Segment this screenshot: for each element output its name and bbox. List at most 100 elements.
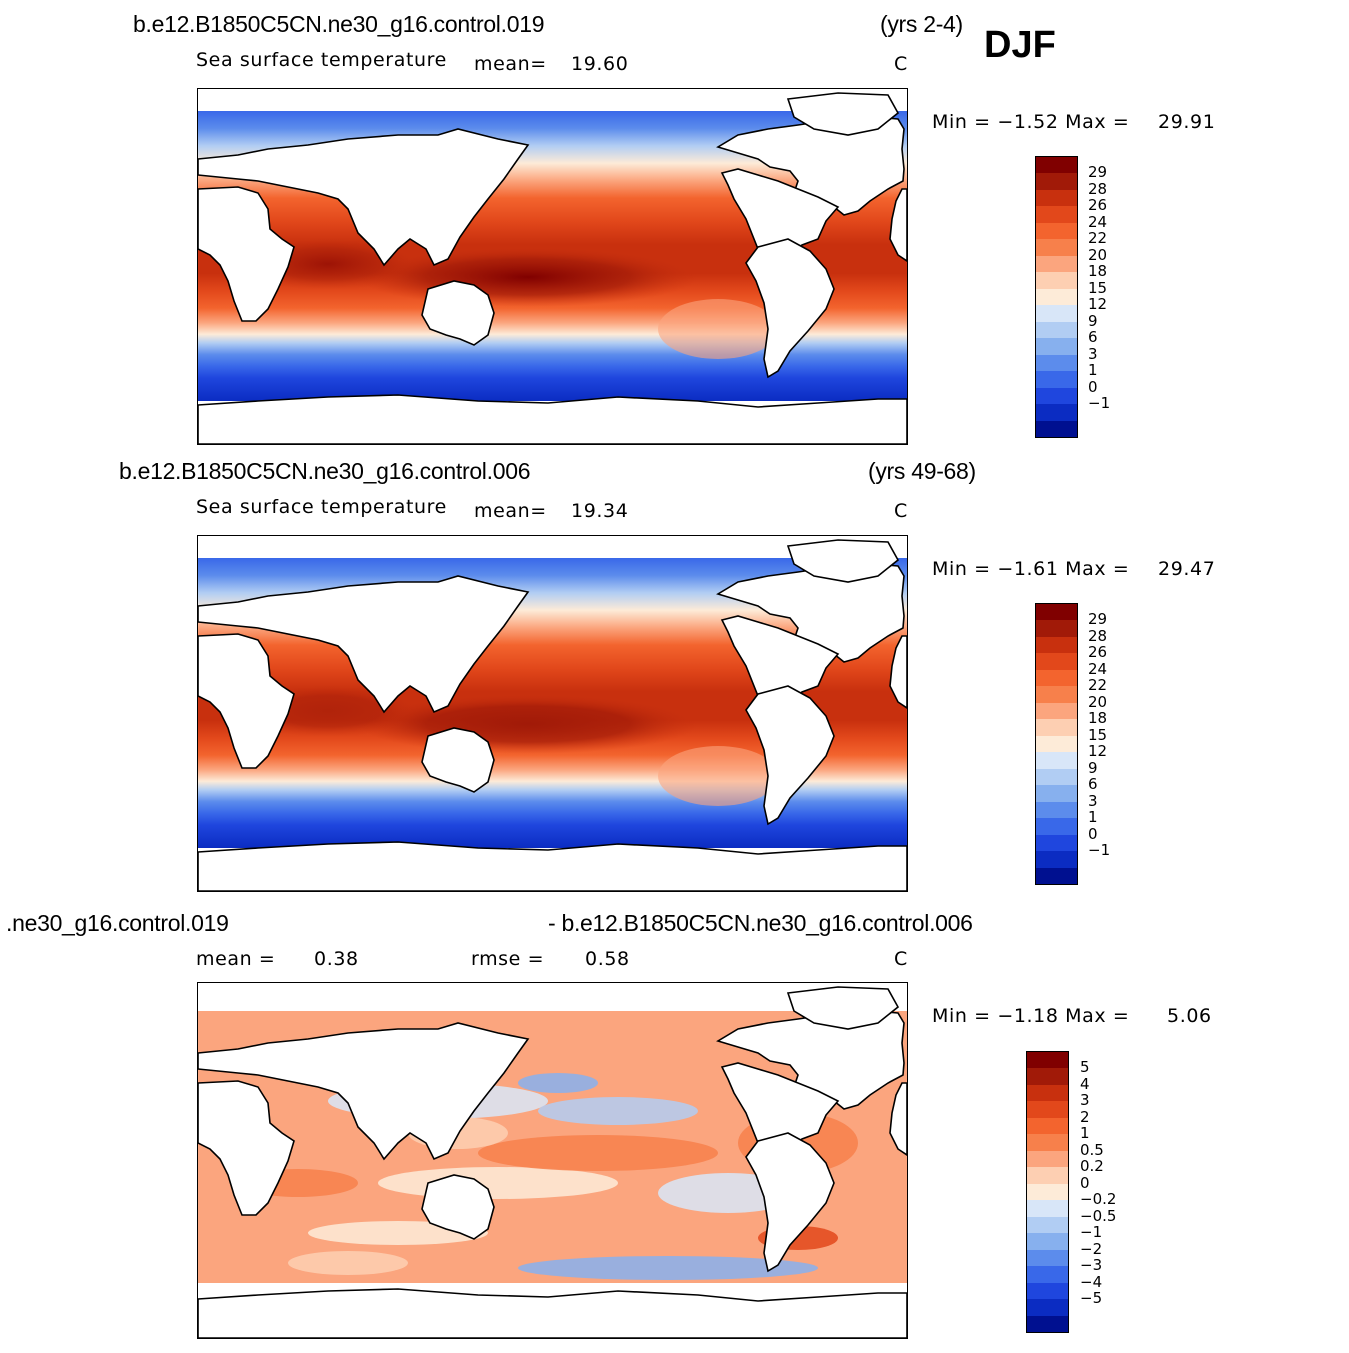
colorbar-swatch xyxy=(1027,1200,1068,1218)
colorbar-tick-label: 29 xyxy=(1088,610,1108,629)
colorbar-swatch xyxy=(1036,669,1077,687)
colorbar-tick-label: 29 xyxy=(1088,163,1108,182)
colorbar-swatch xyxy=(1036,255,1077,273)
colorbar-swatch xyxy=(1027,1084,1068,1102)
panel3-subtracted-case: - b.e12.B1850C5CN.ne30_g16.control.006 xyxy=(548,910,973,936)
colorbar-swatch xyxy=(1036,785,1077,803)
panel2-colorbar xyxy=(1035,603,1078,885)
colorbar-tick-label: 3 xyxy=(1088,344,1098,363)
panel3-mean-value: 0.38 xyxy=(314,948,359,970)
colorbar-tick-label: 0.5 xyxy=(1080,1140,1104,1159)
colorbar-tick-label: −1 xyxy=(1080,1223,1103,1242)
colorbar-swatch xyxy=(1036,834,1077,852)
colorbar-swatch xyxy=(1036,818,1077,836)
panel3-min-max-label: Min = −1.18 Max = xyxy=(932,1005,1130,1027)
panel2-mean-label: mean= xyxy=(474,500,547,522)
colorbar-tick-label: 6 xyxy=(1088,328,1098,347)
colorbar-swatch xyxy=(1036,752,1077,770)
colorbar-tick-label: 0 xyxy=(1088,377,1098,396)
colorbar-tick-label: 24 xyxy=(1088,659,1108,678)
colorbar-tick-label: 22 xyxy=(1088,229,1108,248)
colorbar-swatch xyxy=(1036,867,1077,885)
panel2-case-name: b.e12.B1850C5CN.ne30_g16.control.006 xyxy=(119,458,531,484)
panel3-max-value: 5.06 xyxy=(1167,1005,1212,1027)
colorbar-swatch xyxy=(1036,768,1077,786)
colorbar-swatch xyxy=(1036,719,1077,737)
colorbar-swatch xyxy=(1036,387,1077,405)
colorbar-tick-label: 5 xyxy=(1080,1058,1090,1077)
panel1-variable: Sea surface temperature xyxy=(196,49,447,71)
colorbar-tick-label: 20 xyxy=(1088,245,1108,264)
panel3-units: C xyxy=(894,948,908,970)
colorbar-swatch xyxy=(1036,735,1077,753)
colorbar-tick-label: 0.2 xyxy=(1080,1157,1104,1176)
panel2-units: C xyxy=(894,500,908,522)
colorbar-swatch xyxy=(1027,1101,1068,1119)
colorbar-swatch xyxy=(1027,1117,1068,1135)
panel1-mean-value: 19.60 xyxy=(571,53,629,75)
colorbar-swatch xyxy=(1027,1282,1068,1300)
colorbar-tick-label: 15 xyxy=(1088,725,1108,744)
colorbar-swatch xyxy=(1036,620,1077,638)
colorbar-swatch xyxy=(1027,1249,1068,1267)
colorbar-swatch xyxy=(1036,305,1077,323)
colorbar-tick-label: 28 xyxy=(1088,179,1108,198)
colorbar-swatch xyxy=(1027,1216,1068,1234)
panel3-rmse-value: 0.58 xyxy=(585,948,630,970)
panel2-max-value: 29.47 xyxy=(1158,558,1216,580)
panel3-difference-map xyxy=(197,982,908,1339)
panel3-colorbar xyxy=(1026,1051,1069,1333)
panel3-mean-label: mean = xyxy=(196,948,276,970)
panel1-colorbar xyxy=(1035,156,1078,438)
colorbar-swatch xyxy=(1036,801,1077,819)
colorbar-tick-label: 20 xyxy=(1088,692,1108,711)
colorbar-swatch xyxy=(1036,702,1077,720)
colorbar-swatch xyxy=(1036,404,1077,422)
colorbar-tick-label: −0.5 xyxy=(1080,1206,1117,1225)
colorbar-tick-label: 9 xyxy=(1088,758,1098,777)
panel2-mean-value: 19.34 xyxy=(571,500,629,522)
colorbar-tick-label: −0.2 xyxy=(1080,1190,1117,1209)
colorbar-swatch xyxy=(1036,222,1077,240)
colorbar-swatch xyxy=(1036,653,1077,671)
colorbar-swatch xyxy=(1036,636,1077,654)
colorbar-tick-label: 1 xyxy=(1088,361,1098,380)
colorbar-tick-label: 9 xyxy=(1088,311,1098,330)
panel1-min-max-label: Min = −1.52 Max = xyxy=(932,111,1130,133)
colorbar-tick-label: −1 xyxy=(1088,394,1111,413)
colorbar-swatch xyxy=(1036,157,1077,174)
colorbar-swatch xyxy=(1036,338,1077,356)
colorbar-tick-label: 0 xyxy=(1088,824,1098,843)
colorbar-tick-label: 26 xyxy=(1088,643,1108,662)
colorbar-tick-label: 28 xyxy=(1088,626,1108,645)
colorbar-tick-label: 4 xyxy=(1080,1074,1090,1093)
colorbar-swatch xyxy=(1027,1233,1068,1251)
colorbar-tick-label: 24 xyxy=(1088,212,1108,231)
colorbar-swatch xyxy=(1027,1266,1068,1284)
colorbar-tick-label: 18 xyxy=(1088,262,1108,281)
colorbar-tick-label: 15 xyxy=(1088,278,1108,297)
colorbar-swatch xyxy=(1027,1068,1068,1086)
colorbar-swatch xyxy=(1036,686,1077,704)
panel1-max-value: 29.91 xyxy=(1158,111,1216,133)
colorbar-tick-label: 1 xyxy=(1080,1124,1090,1143)
colorbar-swatch xyxy=(1027,1167,1068,1185)
panel2-min-max-label: Min = −1.61 Max = xyxy=(932,558,1130,580)
colorbar-tick-label: 1 xyxy=(1088,808,1098,827)
colorbar-swatch xyxy=(1036,851,1077,869)
panel3-case-name: .ne30_g16.control.019 xyxy=(6,910,229,936)
colorbar-swatch xyxy=(1036,272,1077,290)
colorbar-swatch xyxy=(1036,173,1077,191)
panel1-sst-map xyxy=(197,88,908,445)
colorbar-swatch xyxy=(1027,1183,1068,1201)
panel2-variable: Sea surface temperature xyxy=(196,496,447,518)
colorbar-swatch xyxy=(1027,1299,1068,1317)
colorbar-swatch xyxy=(1027,1134,1068,1152)
colorbar-tick-label: −4 xyxy=(1080,1272,1103,1291)
colorbar-swatch xyxy=(1036,354,1077,372)
colorbar-tick-label: 6 xyxy=(1088,775,1098,794)
colorbar-tick-label: 26 xyxy=(1088,196,1108,215)
colorbar-swatch xyxy=(1036,321,1077,339)
colorbar-tick-label: −3 xyxy=(1080,1256,1103,1275)
colorbar-tick-label: 22 xyxy=(1088,676,1108,695)
